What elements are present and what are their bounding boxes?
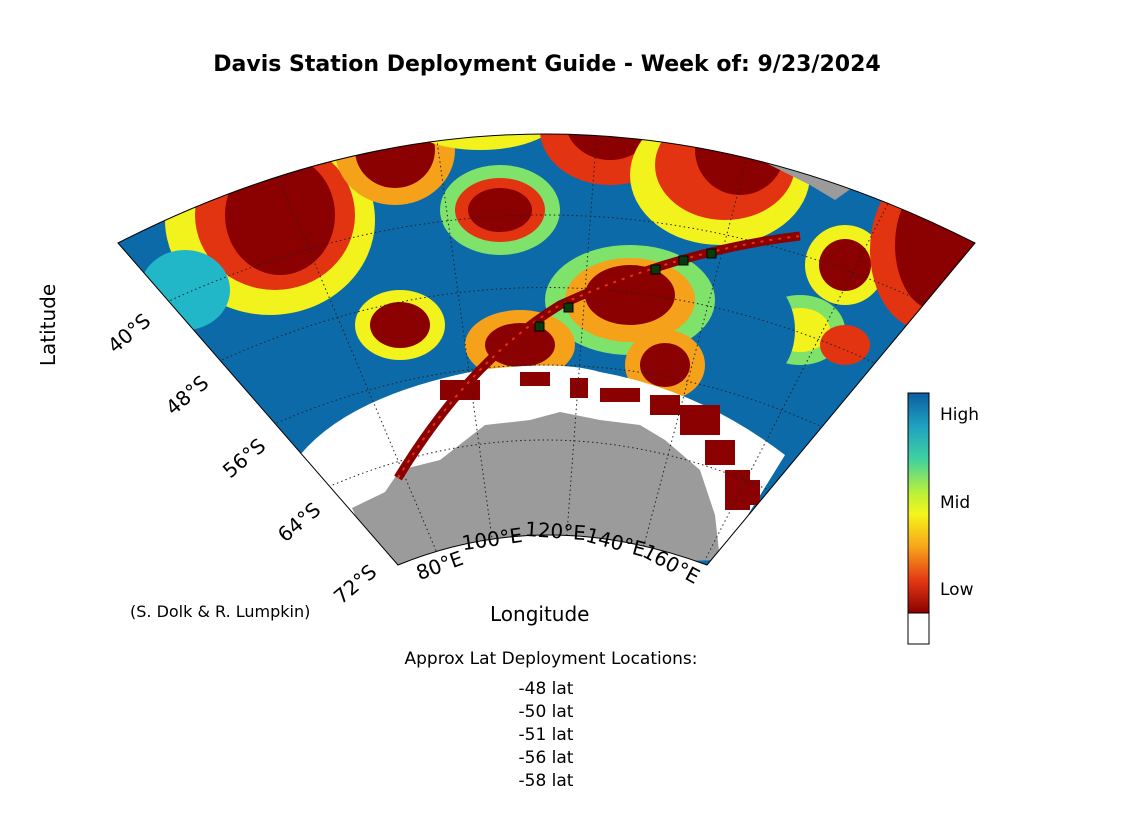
deployment-marker [706,248,717,259]
lat-tick-label: 48°S [161,370,213,419]
deployment-marker [678,255,689,266]
lat-tick-label: 72°S [329,559,381,608]
deployment-location: -56 lat [518,748,574,768]
deployment-location: -48 lat [518,679,574,699]
deployment-markers [534,248,717,332]
figure-title: Davis Station Deployment Guide - Week of… [213,52,881,77]
lat-tick-label: 40°S [103,308,155,357]
deployment-location: -51 lat [518,725,574,745]
deployment-location: -58 lat [518,771,574,791]
colorbar-label-mid: Mid [940,493,971,513]
ice-edge-patches [440,372,760,510]
colorbar-no-data [907,612,930,645]
deployment-marker [563,302,574,313]
colorbar-label-high: High [940,405,980,425]
lat-tick-label: 56°S [218,433,270,482]
deployment-marker [650,264,661,275]
lat-tick-label: 64°S [273,497,325,546]
colorbar [907,392,930,614]
credit-text: (S. Dolk & R. Lumpkin) [130,602,311,621]
x-axis-label: Longitude [490,602,590,626]
map-field [118,134,975,565]
antarctic-land [352,412,720,565]
deployment-heading: Approx Lat Deployment Locations: [404,649,698,669]
colorbar-label-low: Low [940,580,974,600]
deployment-location: -50 lat [518,702,574,722]
deployment-list: -48 lat -50 lat -51 lat -56 lat -58 lat [500,678,592,793]
y-axis-label: Latitude [36,283,60,367]
graticule [149,134,941,561]
lon-tick-label: 120°E [524,517,586,545]
ship-track-markers [397,235,801,479]
deployment-marker [534,321,545,332]
map-frame [117,133,976,566]
